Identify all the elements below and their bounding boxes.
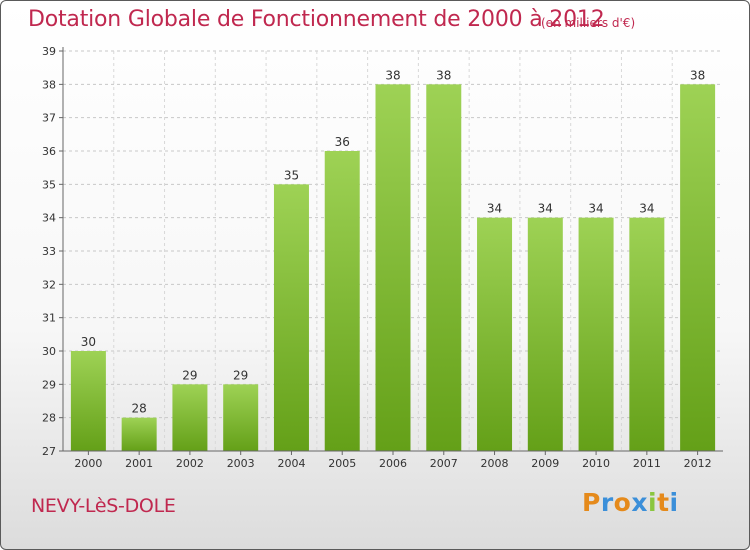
x-tick-label: 2003 — [227, 457, 255, 470]
y-tick-label: 32 — [42, 278, 56, 291]
value-label: 36 — [335, 135, 350, 149]
y-tick-label: 29 — [42, 378, 56, 391]
value-label: 34 — [639, 202, 654, 216]
value-label: 35 — [284, 168, 299, 182]
x-tick-label: 2005 — [328, 457, 356, 470]
axes — [59, 47, 723, 455]
bar-2001 — [121, 417, 157, 451]
logo-letter: i — [669, 488, 679, 517]
bar-2010 — [578, 217, 614, 451]
y-tick-label: 30 — [42, 345, 56, 358]
logo-letter: t — [657, 488, 670, 517]
value-label: 34 — [588, 202, 603, 216]
value-label: 29 — [233, 368, 248, 382]
commune-name: NEVY-LèS-DOLE — [31, 495, 176, 517]
bar-2007 — [426, 84, 462, 451]
logo-letter: r — [600, 488, 614, 517]
y-tick-label: 35 — [42, 178, 56, 191]
bar-2006 — [375, 84, 411, 451]
x-tick-label: 2010 — [582, 457, 610, 470]
y-tick-label: 28 — [42, 412, 56, 425]
logo-letter: o — [613, 488, 632, 517]
logo-letter: i — [648, 488, 658, 517]
y-tick-label: 34 — [42, 212, 56, 225]
x-tick-label: 2006 — [379, 457, 407, 470]
bar-2004 — [273, 184, 309, 452]
chart-subtitle: (en milliers d'€) — [541, 16, 636, 30]
x-tick-label: 2000 — [74, 457, 102, 470]
y-tick-label: 39 — [42, 45, 56, 58]
bar-2009 — [527, 217, 563, 451]
y-tick-label: 36 — [42, 145, 56, 158]
value-label: 38 — [436, 68, 451, 82]
proxiti-logo: Proxiti — [582, 488, 679, 517]
bar-2008 — [477, 217, 513, 451]
x-tick-label: 2002 — [176, 457, 204, 470]
y-tick-label: 37 — [42, 112, 56, 125]
x-tick-label: 2004 — [277, 457, 305, 470]
logo-letter: P — [582, 488, 601, 517]
bar-2000 — [70, 351, 106, 451]
y-tick-label: 31 — [42, 312, 56, 325]
chart-title: Dotation Globale de Fonctionnement de 20… — [28, 7, 605, 32]
bar-2011 — [629, 217, 665, 451]
value-label: 38 — [385, 68, 400, 82]
value-label: 30 — [81, 335, 96, 349]
y-tick-label: 33 — [42, 245, 56, 258]
y-tick-label: 38 — [42, 78, 56, 91]
x-tick-label: 2008 — [481, 457, 509, 470]
x-tick-label: 2009 — [531, 457, 559, 470]
bar-2005 — [324, 151, 360, 451]
y-tick-label: 27 — [42, 445, 56, 458]
bars — [70, 84, 716, 452]
value-label: 34 — [487, 202, 502, 216]
x-tick-label: 2007 — [430, 457, 458, 470]
value-label: 34 — [538, 202, 553, 216]
labels: 27 28 29 30 31 32 33 34 35 36 37 38 39 30 2000 28 2001 29… — [42, 45, 712, 470]
value-label: 38 — [690, 68, 705, 82]
value-label: 28 — [132, 402, 147, 416]
bar-2003 — [223, 384, 259, 451]
logo-letter: x — [631, 488, 648, 517]
bar-2002 — [172, 384, 208, 451]
x-tick-label: 2011 — [633, 457, 661, 470]
x-tick-label: 2012 — [684, 457, 712, 470]
value-label: 29 — [182, 368, 197, 382]
x-tick-label: 2001 — [125, 457, 153, 470]
bar-2012 — [680, 84, 716, 451]
